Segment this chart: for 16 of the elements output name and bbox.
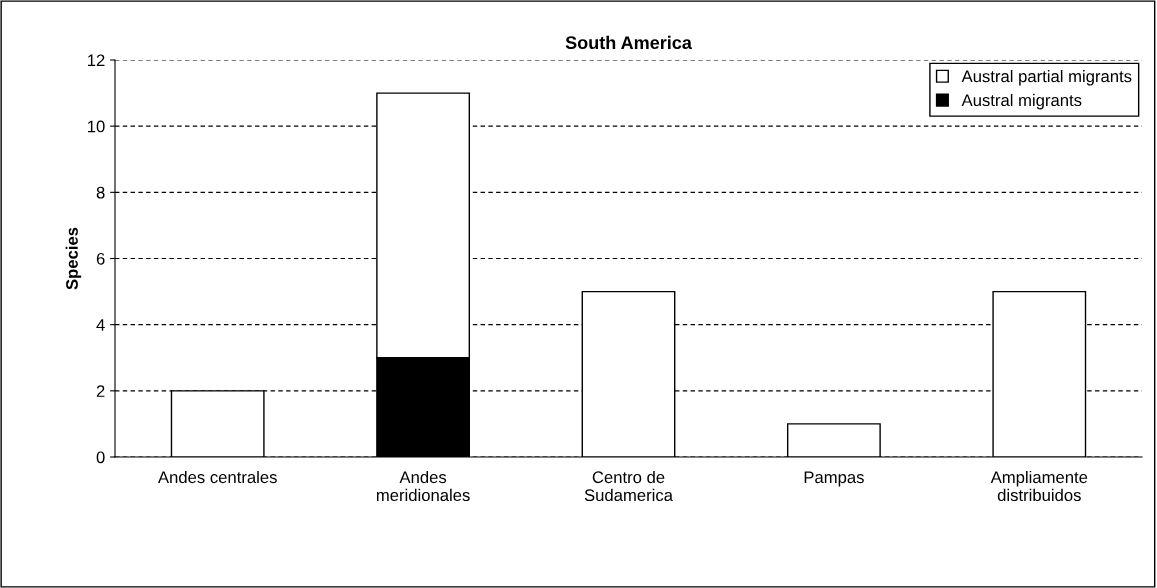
y-tick-label: 10 <box>88 120 105 133</box>
x-tick-label: Andes centrales <box>157 470 277 484</box>
chart-title: South America <box>565 35 692 50</box>
x-tick-label: Andes meridionales <box>376 470 470 502</box>
y-tick-label: 4 <box>96 319 105 331</box>
x-tick-label: Pampas <box>804 471 864 487</box>
legend-label: Austral migrants <box>961 93 1082 110</box>
y-tick-label: 0 <box>96 451 105 464</box>
y-axis-title: Species <box>65 227 82 290</box>
y-tick-label: 6 <box>96 252 105 265</box>
x-tick-label: Centro de Sudamerica <box>584 470 673 502</box>
legend-label: Austral partial migrants <box>961 70 1132 86</box>
y-tick-label: 8 <box>96 186 105 199</box>
y-tick-label: 2 <box>96 385 105 397</box>
y-tick-label: 12 <box>88 54 105 67</box>
x-tick-label: Ampliamente distribuidos <box>990 470 1088 502</box>
